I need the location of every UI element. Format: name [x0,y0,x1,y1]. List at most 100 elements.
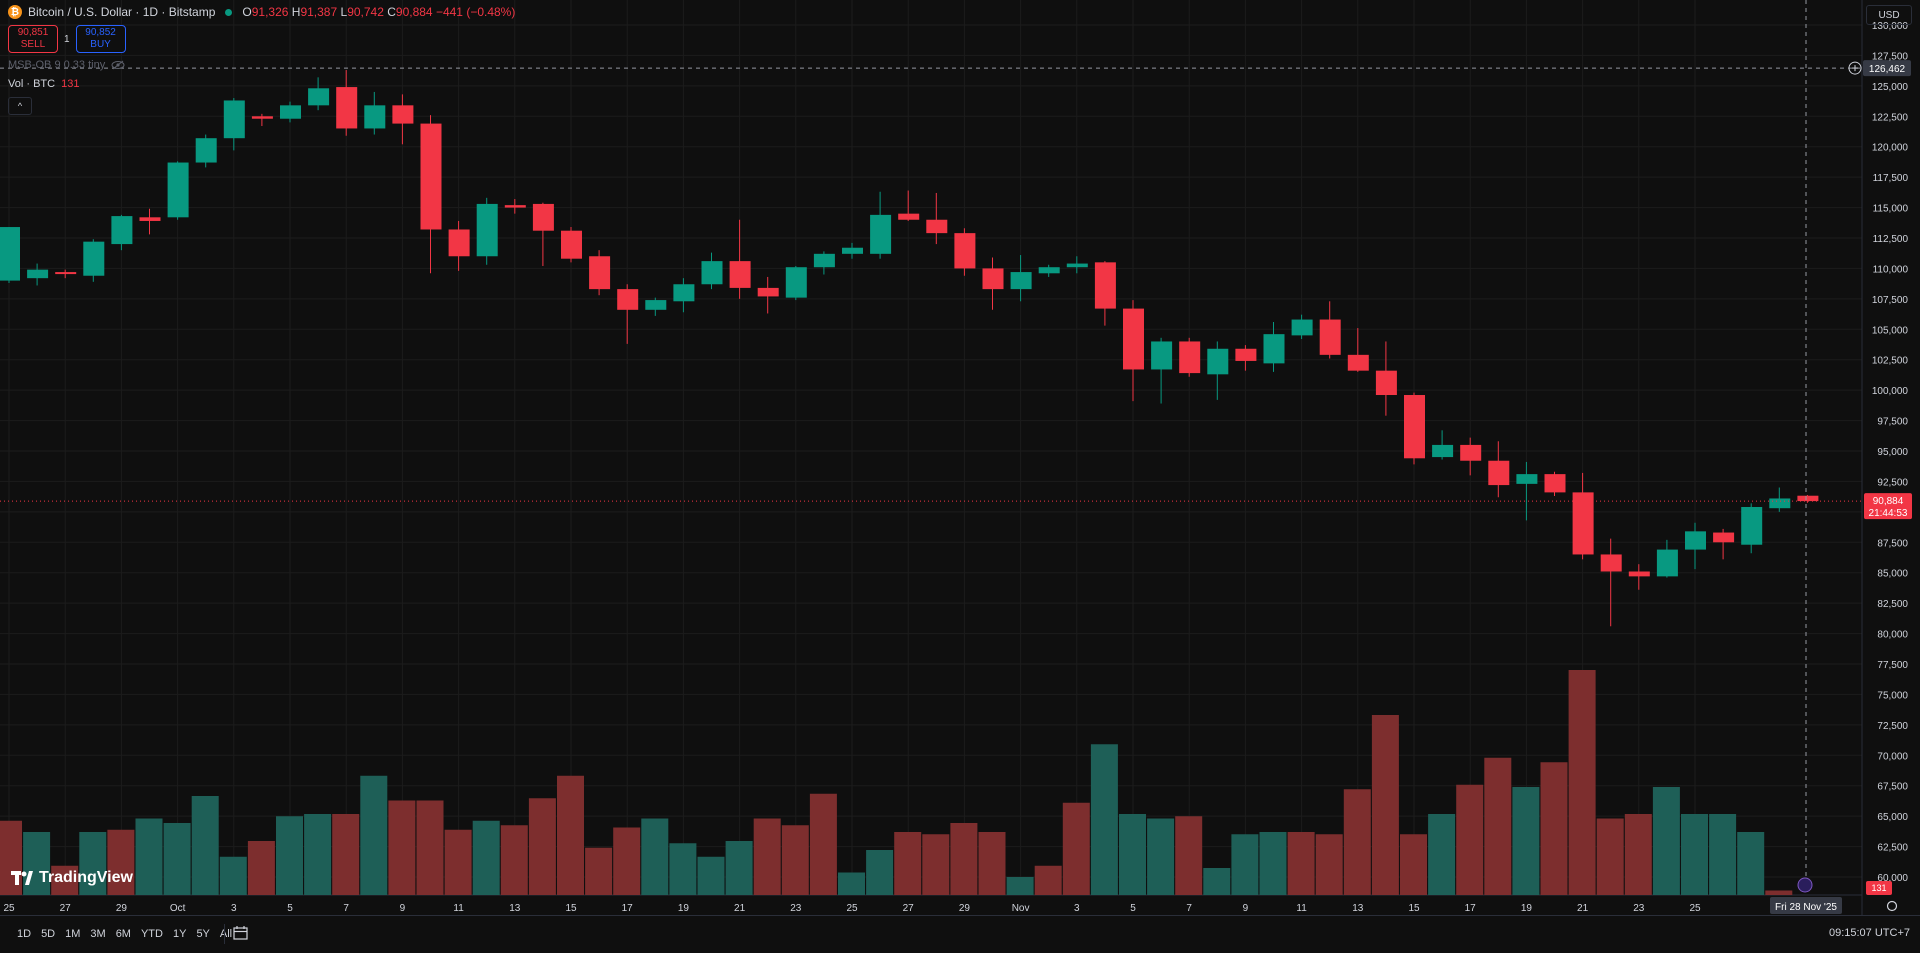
candle[interactable] [27,269,49,279]
volume-bar[interactable] [1119,814,1146,895]
volume-bar[interactable] [1090,744,1118,895]
volume-bar[interactable] [781,825,809,895]
volume-bar[interactable] [1259,832,1287,895]
volume-bar[interactable] [528,798,556,895]
candle[interactable] [561,230,582,259]
candle[interactable] [83,241,105,276]
candle[interactable] [476,203,498,257]
volume-legend[interactable]: Vol · BTC 131 [8,78,79,90]
candle[interactable] [926,219,948,234]
volume-bar[interactable] [557,775,584,895]
volume-bar[interactable] [444,829,472,895]
candle[interactable] [1685,531,1706,550]
clock[interactable]: 09:15:07 UTC+7 [1828,927,1910,939]
eye-hidden-icon[interactable] [111,60,125,70]
candle[interactable] [1263,334,1285,364]
range-ytd[interactable]: YTD [140,928,163,940]
volume-bar[interactable] [1596,818,1624,896]
volume-bar[interactable] [1231,834,1259,895]
candle[interactable] [1123,308,1144,370]
candle[interactable] [813,253,835,268]
candle[interactable] [729,261,751,288]
candle[interactable] [673,284,695,302]
add-alert-icon[interactable] [1848,61,1862,75]
candle[interactable] [701,261,723,285]
candle[interactable] [532,203,554,231]
volume-bar[interactable] [922,834,950,895]
volume-bar[interactable] [1681,814,1708,895]
volume-bar[interactable] [1428,814,1456,895]
range-3m[interactable]: 3M [90,928,106,940]
candle[interactable] [195,138,217,163]
settings-icon[interactable] [1886,900,1898,912]
volume-bar[interactable] [613,827,641,896]
candle[interactable] [1066,263,1088,268]
candle[interactable] [1151,341,1173,370]
volume-bar[interactable] [1568,670,1596,895]
volume-bar[interactable] [1034,865,1062,895]
candle[interactable] [1544,474,1566,493]
candle[interactable] [1010,272,1032,290]
candle[interactable] [757,287,779,297]
range-5y[interactable]: 5Y [196,928,210,940]
volume-bar[interactable] [1315,834,1343,895]
volume-bar[interactable] [1709,814,1737,895]
volume-bar[interactable] [978,832,1006,895]
candle[interactable] [55,272,77,275]
buy-button[interactable]: 90,852 BUY [75,25,126,53]
candle[interactable] [785,267,807,298]
volume-bar[interactable] [950,823,978,895]
candle[interactable] [139,217,161,221]
candle[interactable] [1094,262,1116,309]
candle[interactable] [982,268,1004,290]
volume-bar[interactable] [1624,814,1652,895]
candle[interactable] [645,300,667,310]
volume-bar[interactable] [472,820,500,895]
last-price-tag[interactable] [1864,493,1912,520]
candle[interactable] [1038,267,1060,274]
volume-bar[interactable] [163,823,191,895]
volume-bar[interactable] [191,796,219,895]
volume-bar[interactable] [1147,818,1175,896]
candle[interactable] [1432,444,1454,458]
candle[interactable] [251,116,273,119]
candle[interactable] [1741,506,1763,545]
volume-bar[interactable] [1737,832,1765,895]
candle[interactable] [1347,354,1369,371]
candle[interactable] [504,205,526,208]
volume-bar[interactable] [1062,802,1090,895]
volume-bar[interactable] [1540,762,1568,895]
candle[interactable] [617,289,639,310]
candle[interactable] [1488,460,1510,486]
volume-bar[interactable] [388,800,416,896]
candle[interactable] [0,227,20,281]
candle[interactable] [167,162,189,218]
collapse-legend-button[interactable]: ^ [8,97,32,115]
candle[interactable] [1207,348,1229,375]
candle[interactable] [1713,532,1735,543]
candle[interactable] [448,229,470,257]
candle[interactable] [392,105,414,124]
candle[interactable] [223,100,245,139]
volume-bar[interactable] [669,843,697,895]
candle[interactable] [1235,348,1257,361]
event-icon[interactable] [1797,877,1813,893]
volume-bar[interactable] [1484,757,1512,895]
volume-bar[interactable] [585,847,613,895]
candle[interactable] [420,123,442,230]
currency-selector[interactable]: USD [1866,5,1912,25]
volume-bar[interactable] [107,829,135,895]
volume-bar[interactable] [1652,787,1680,895]
candle[interactable] [1600,554,1622,572]
volume-bar[interactable] [276,816,303,895]
candle[interactable] [589,256,611,290]
volume-bar[interactable] [809,793,837,895]
volume-bar[interactable] [866,850,894,895]
volume-bar[interactable] [332,814,360,895]
candle[interactable] [280,105,301,119]
volume-bar[interactable] [416,800,444,896]
candle[interactable] [1291,319,1313,336]
calendar-icon[interactable] [233,925,249,941]
volume-bar[interactable] [1456,784,1484,895]
